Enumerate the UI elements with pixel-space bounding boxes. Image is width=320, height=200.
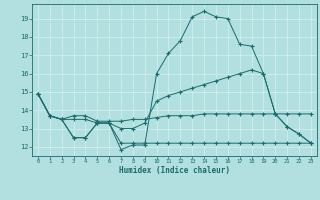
X-axis label: Humidex (Indice chaleur): Humidex (Indice chaleur) <box>119 166 230 175</box>
